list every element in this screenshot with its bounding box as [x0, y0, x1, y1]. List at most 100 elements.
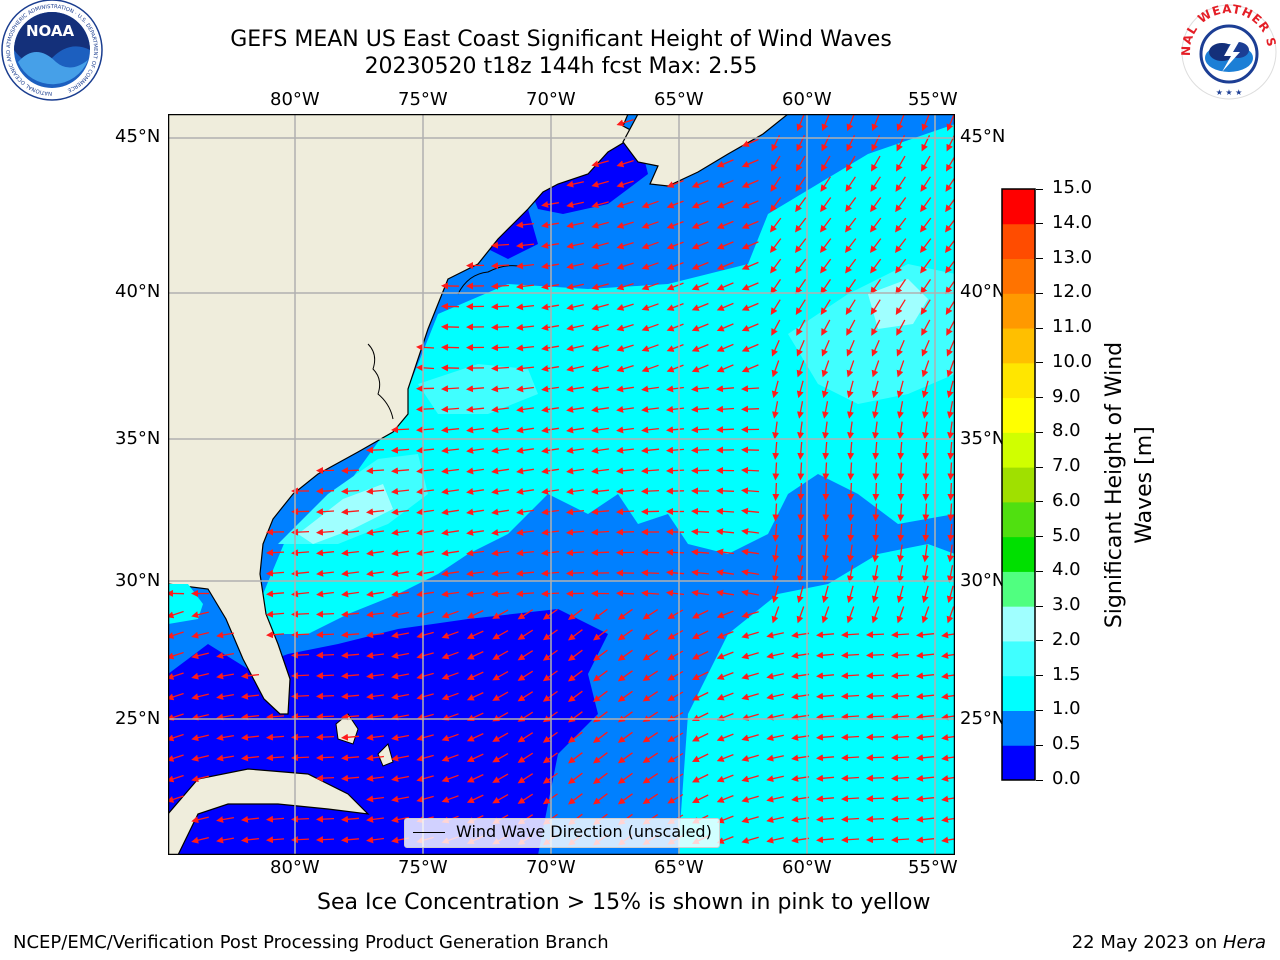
wave-direction-arrow	[516, 241, 535, 249]
wave-direction-arrow	[716, 241, 734, 250]
wave-direction-arrow	[491, 405, 509, 413]
wave-direction-arrow	[366, 651, 384, 659]
wave-direction-arrow	[922, 401, 929, 419]
wave-direction-arrow	[416, 734, 434, 742]
wave-direction-arrow	[841, 815, 860, 823]
wave-direction-arrow	[391, 713, 410, 721]
wave-direction-arrow	[591, 344, 609, 352]
colorbar-segment	[1002, 675, 1035, 711]
wave-direction-arrow	[820, 197, 832, 213]
wave-direction-arrow	[641, 487, 660, 495]
wave-direction-arrow	[642, 670, 659, 681]
wave-direction-arrow	[871, 339, 880, 357]
legend-line-swatch	[413, 832, 445, 833]
wave-direction-arrow	[891, 692, 910, 700]
wave-direction-arrow	[616, 446, 634, 454]
colorbar-segment	[1002, 606, 1035, 642]
wave-direction-arrow	[797, 523, 805, 542]
wave-direction-arrow	[941, 774, 954, 782]
wave-direction-arrow	[216, 672, 235, 680]
wave-direction-arrow	[516, 364, 535, 372]
wave-direction-arrow	[517, 752, 534, 763]
wave-direction-arrow	[666, 589, 685, 597]
wave-direction-arrow	[366, 446, 385, 454]
wave-direction-arrow	[692, 671, 709, 680]
wave-direction-arrow	[771, 319, 781, 336]
wave-direction-arrow	[491, 467, 509, 475]
wave-direction-arrow	[666, 343, 684, 352]
wave-direction-arrow	[641, 282, 659, 291]
wave-direction-arrow	[896, 115, 905, 132]
wave-direction-arrow	[716, 671, 734, 680]
wave-direction-arrow	[591, 180, 609, 188]
wave-direction-arrow	[568, 752, 583, 764]
wave-direction-arrow	[847, 462, 855, 481]
wave-direction-arrow	[897, 503, 905, 522]
wave-direction-arrow	[492, 630, 509, 640]
wave-direction-arrow	[947, 462, 954, 481]
wave-direction-arrow	[846, 115, 855, 132]
lat-label-right-35n: 35°N	[960, 428, 1006, 449]
wave-direction-arrow	[616, 589, 635, 597]
wave-direction-arrow	[766, 693, 784, 701]
wave-direction-arrow	[616, 241, 634, 250]
wave-direction-arrow	[916, 692, 935, 700]
wave-direction-arrow	[771, 380, 779, 399]
wave-direction-arrow	[416, 672, 434, 680]
wave-direction-arrow	[391, 693, 410, 701]
wave-direction-arrow	[716, 610, 734, 619]
wave-direction-arrow	[416, 467, 434, 475]
wave-direction-arrow	[466, 446, 484, 454]
wave-direction-arrow	[891, 672, 910, 680]
wave-direction-arrow	[566, 242, 584, 250]
wave-direction-arrow	[466, 549, 484, 557]
wave-direction-arrow	[897, 544, 905, 563]
wave-direction-arrow	[617, 629, 633, 641]
wave-direction-arrow	[441, 487, 459, 495]
wave-direction-arrow	[216, 836, 235, 844]
wave-direction-arrow	[516, 221, 535, 229]
wave-direction-arrow	[766, 836, 784, 844]
wave-direction-arrow	[491, 590, 510, 598]
wave-direction-arrow	[641, 405, 659, 413]
wave-direction-arrow	[666, 426, 685, 434]
wave-direction-arrow	[770, 176, 781, 192]
wave-direction-arrow	[366, 487, 385, 495]
wave-direction-arrow	[591, 303, 609, 311]
wave-direction-arrow	[191, 713, 209, 721]
colorbar-tick-mark	[1036, 431, 1043, 433]
wave-direction-arrow	[872, 565, 879, 583]
wave-direction-arrow	[341, 836, 360, 844]
wave-direction-arrow	[593, 649, 608, 661]
wave-direction-arrow	[266, 836, 285, 844]
wave-direction-arrow	[216, 816, 235, 823]
wave-direction-arrow	[568, 670, 583, 682]
wave-direction-arrow	[716, 548, 734, 556]
wave-direction-arrow	[391, 754, 410, 762]
wave-direction-arrow	[593, 690, 608, 702]
colorbar-tick-mark	[1036, 709, 1043, 711]
map-legend: Wind Wave Direction (unscaled)	[404, 818, 720, 848]
wave-direction-arrow	[516, 426, 534, 434]
wave-direction-arrow	[741, 261, 759, 270]
wave-direction-arrow	[691, 323, 709, 332]
wave-direction-arrow	[816, 733, 835, 741]
wave-direction-arrow	[692, 691, 709, 701]
wave-direction-arrow	[366, 795, 384, 803]
wave-direction-arrow	[641, 241, 659, 250]
colorbar-segment	[1002, 710, 1035, 746]
wave-direction-arrow	[922, 462, 930, 481]
footer-left: NCEP/EMC/Verification Post Processing Pr…	[13, 932, 609, 953]
cuba-land	[169, 768, 370, 854]
map-title: GEFS MEAN US East Coast Significant Heig…	[230, 27, 892, 52]
wave-direction-arrow	[766, 672, 784, 680]
wave-direction-arrow	[666, 200, 684, 209]
wave-direction-arrow	[666, 405, 685, 413]
wave-direction-arrow	[466, 467, 484, 475]
wave-direction-arrow	[667, 629, 684, 640]
wave-direction-arrow	[891, 754, 910, 762]
wave-direction-arrow	[441, 528, 459, 536]
wave-direction-arrow	[716, 323, 734, 332]
wave-direction-arrow	[841, 651, 860, 659]
wave-direction-arrow	[692, 650, 709, 660]
